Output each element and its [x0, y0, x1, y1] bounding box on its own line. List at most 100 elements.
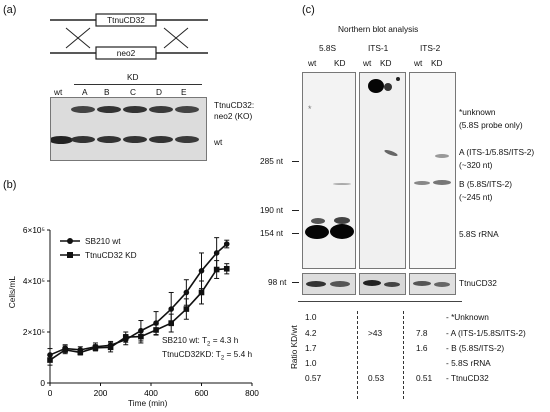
- band-label-ko-2: neo2 (KO): [214, 111, 253, 121]
- size-tick-190: [292, 210, 299, 211]
- label-band-b: B (5.8S/ITS-2): [459, 179, 513, 189]
- lane-label-b: B: [104, 87, 110, 97]
- southern-blot-image: [50, 97, 207, 161]
- ratio-its2-b: 1.6: [416, 343, 428, 353]
- loading-control-its1: [359, 273, 406, 295]
- northern-blot-its2: [409, 72, 456, 269]
- ratio-row-a: - A (ITS-1/5.8S/ITS-2): [446, 328, 526, 338]
- ratio-58s-a: 4.2: [305, 328, 317, 338]
- construct-neo-label: neo2: [116, 48, 136, 58]
- data-point-wt: [198, 268, 205, 274]
- size-tick-285: [292, 161, 299, 162]
- ratio-58s-ttnucd32: 0.57: [305, 373, 322, 383]
- probe-label-58s: 5.8S: [319, 43, 337, 53]
- data-point-kd: [62, 347, 68, 353]
- lane-label-wt: wt: [54, 87, 63, 97]
- lane-wt-its1: wt: [363, 58, 372, 68]
- data-point-wt: [168, 306, 174, 312]
- lane-label-a: A: [82, 87, 88, 97]
- x-tick-label: 800: [245, 388, 259, 398]
- kd-bracket: [74, 84, 202, 85]
- y-tick-label: 2×10⁵: [23, 327, 45, 337]
- y-axis-label: Cells/mL: [6, 276, 17, 309]
- ratio-58s-rrna: 1.0: [305, 358, 317, 368]
- y-tick-label: 0: [40, 378, 45, 388]
- legend-marker-wt: [67, 238, 73, 244]
- y-tick-label: 6×10⁵: [23, 225, 45, 235]
- lane-label-d: D: [156, 87, 162, 97]
- data-point-wt: [223, 241, 230, 247]
- data-point-kd: [183, 306, 190, 312]
- ratio-58s-b: 1.7: [305, 343, 317, 353]
- x-tick-label: 0: [48, 388, 53, 398]
- band-label-ko-1: TtnuCD32:: [214, 100, 255, 110]
- ratio-its2-a: 7.8: [416, 328, 428, 338]
- size-tick-154: [292, 233, 299, 234]
- data-point-kd: [138, 333, 144, 340]
- label-unknown-note: (5.8S probe only): [459, 120, 523, 130]
- x-tick-label: 200: [94, 388, 108, 398]
- ratio-its1-a: >43: [368, 328, 383, 338]
- northern-blot-58s: [302, 72, 356, 269]
- lane-kd-its1: KD: [380, 58, 392, 68]
- probe-label-its2: ITS-2: [420, 43, 441, 53]
- x-axis-label: Time (min): [128, 398, 168, 408]
- data-point-kd: [47, 357, 53, 363]
- panel-a-label: (a): [3, 4, 17, 16]
- label-unknown: *unknown: [459, 107, 496, 117]
- lane-wt-58s: wt: [308, 58, 317, 68]
- doubling-time-wt: SB210 wt: T2 = 4.3 h: [162, 335, 239, 348]
- size-marker-190: 190 nt: [260, 205, 284, 215]
- size-marker-154: 154 nt: [260, 228, 284, 238]
- lane-label-c: C: [130, 87, 136, 97]
- panel-b-label: (b): [3, 179, 17, 191]
- data-point-kd: [223, 265, 230, 272]
- ratio-row-58s: - 5.8S rRNA: [446, 358, 491, 368]
- x-tick-label: 600: [195, 388, 209, 398]
- chart-series: [47, 237, 230, 366]
- ratio-axis-label: Ratio KD/wt: [288, 325, 299, 370]
- size-marker-285: 285 nt: [260, 156, 284, 166]
- data-point-kd: [153, 327, 159, 333]
- kd-header: KD: [127, 72, 139, 82]
- data-point-wt: [213, 250, 220, 256]
- unknown-band-star: *: [308, 104, 312, 114]
- label-58s-rrna: 5.8S rRNA: [459, 229, 499, 239]
- data-point-kd: [198, 289, 205, 296]
- ratio-divider-2: [403, 311, 404, 399]
- ratio-row-b: - B (5.8S/ITS-2): [446, 343, 505, 353]
- ratio-table-rule: [298, 301, 462, 302]
- data-point-kd: [168, 320, 174, 326]
- legend-markers: [60, 238, 80, 258]
- ratio-its1-ttnucd32: 0.53: [368, 373, 385, 383]
- band-label-wt: wt: [214, 137, 223, 147]
- legend-marker-kd: [67, 252, 73, 258]
- y-tick-label: 4×10⁵: [23, 276, 45, 286]
- lane-kd-58s: KD: [334, 58, 346, 68]
- northern-blot-its1: [359, 72, 406, 269]
- lane-wt-its2: wt: [414, 58, 423, 68]
- size-marker-98: 98 nt: [268, 277, 287, 287]
- ratio-row-unknown: - *Unknown: [446, 312, 489, 322]
- northern-blot-title: Northern blot analysis: [338, 24, 419, 34]
- data-point-kd: [77, 349, 84, 356]
- lane-kd-its2: KD: [431, 58, 443, 68]
- probe-label-its1: ITS-1: [368, 43, 389, 53]
- legend-label-kd: TtnuCD32 KD: [85, 250, 137, 260]
- ratio-divider-1: [357, 311, 358, 399]
- legend-label-wt: SB210 wt: [85, 236, 121, 246]
- loading-control-its2: [409, 273, 456, 295]
- size-tick-98: [292, 282, 299, 283]
- chart-axes: 0 200 400 600 800 0 2×10⁵ 4×10⁵ 6×10⁵: [23, 225, 259, 398]
- loading-control-58s: [302, 273, 356, 295]
- lane-label-e: E: [181, 87, 187, 97]
- knockout-construct-diagram: [50, 13, 208, 60]
- data-point-wt: [183, 289, 190, 296]
- panel-c-label: (c): [302, 4, 315, 16]
- construct-gene-label: TtnuCD32: [107, 15, 145, 25]
- label-band-b-size: (~245 nt): [459, 192, 493, 202]
- growth-curve-chart: 0 200 400 600 800 0 2×10⁵ 4×10⁵ 6×10⁵: [23, 225, 259, 398]
- ratio-its2-ttnucd32: 0.51: [416, 373, 433, 383]
- ratio-58s-unknown: 1.0: [305, 312, 317, 322]
- x-tick-label: 400: [144, 388, 158, 398]
